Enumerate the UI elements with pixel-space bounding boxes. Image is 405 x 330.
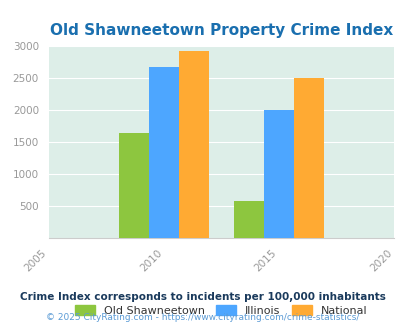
Text: Crime Index corresponds to incidents per 100,000 inhabitants: Crime Index corresponds to incidents per…: [20, 292, 385, 302]
Bar: [233, 201, 263, 238]
Legend: Old Shawneetown, Illinois, National: Old Shawneetown, Illinois, National: [71, 301, 371, 320]
Bar: [263, 110, 293, 238]
Bar: [148, 67, 178, 238]
Bar: [178, 51, 208, 238]
Bar: [119, 133, 149, 238]
Bar: [293, 78, 323, 238]
Title: Old Shawneetown Property Crime Index: Old Shawneetown Property Crime Index: [49, 23, 392, 38]
Text: © 2025 CityRating.com - https://www.cityrating.com/crime-statistics/: © 2025 CityRating.com - https://www.city…: [46, 313, 359, 322]
